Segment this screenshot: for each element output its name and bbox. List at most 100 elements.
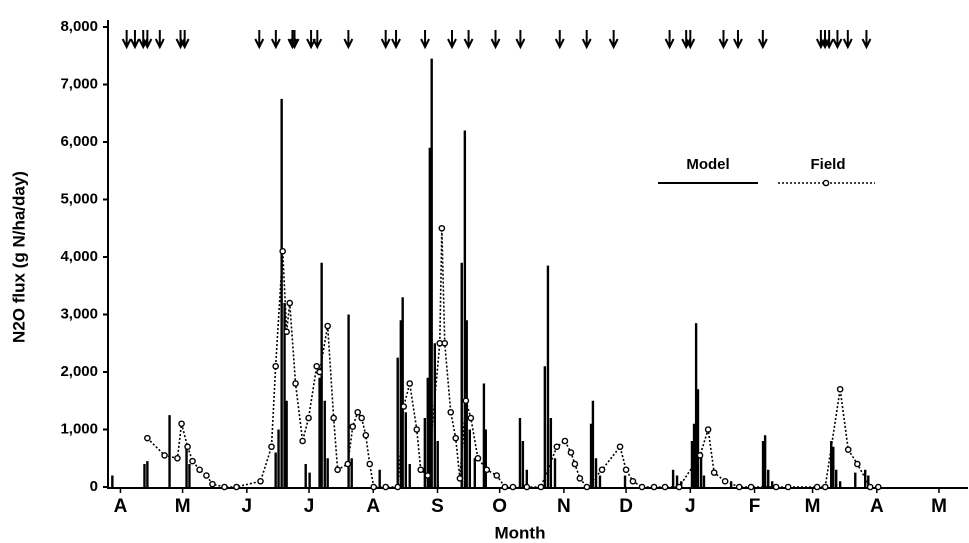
x-tick-label: D	[619, 496, 633, 517]
field-point	[174, 454, 181, 462]
legend-label: Field	[810, 156, 845, 173]
y-tick-label: 5,000	[60, 190, 98, 207]
event-arrow	[142, 30, 153, 50]
model-bar	[692, 423, 696, 487]
field-point	[661, 483, 669, 491]
model-bar	[679, 481, 683, 487]
model-bar	[521, 441, 525, 487]
field-point	[286, 299, 294, 307]
field-point	[462, 397, 470, 405]
field-point	[305, 414, 312, 422]
field-point	[316, 368, 323, 376]
field-point	[493, 472, 501, 479]
field-point	[441, 339, 449, 347]
field-point	[344, 460, 352, 468]
y-axis-title: N2O flux (g N/ha/day)	[9, 171, 28, 343]
model-bar	[188, 464, 191, 487]
model-bar	[433, 343, 436, 487]
event-arrow	[175, 30, 186, 50]
x-tick-label: A	[870, 496, 884, 517]
field-point	[366, 460, 374, 468]
field-point	[821, 483, 829, 491]
field-point	[324, 322, 331, 330]
event-arrow	[289, 30, 300, 50]
model-bar	[484, 429, 487, 487]
y-tick-label: 6,000	[60, 133, 98, 150]
y-tick-label: 7,000	[60, 75, 98, 92]
model-bar	[304, 464, 307, 487]
field-point	[583, 483, 591, 491]
model-bar	[430, 58, 433, 487]
field-point	[203, 472, 210, 479]
event-arrow	[154, 30, 165, 50]
event-arrow	[815, 30, 826, 50]
model-bar	[323, 400, 326, 487]
field-point	[354, 408, 362, 416]
field-point	[537, 483, 545, 491]
model-bar	[111, 475, 114, 487]
event-arrow	[391, 30, 401, 50]
model-bar	[546, 265, 550, 487]
model-bar	[428, 147, 432, 487]
model-bar	[591, 400, 595, 487]
model-bar	[460, 262, 463, 487]
x-tick-label: N	[557, 496, 571, 517]
event-arrow	[420, 30, 430, 50]
field-point	[417, 466, 425, 474]
field-point	[272, 362, 279, 370]
x-tick-label: A	[366, 496, 380, 517]
field-point	[257, 477, 264, 485]
event-arrow	[463, 30, 474, 50]
x-tick-label: J	[304, 496, 315, 517]
field-point	[370, 483, 377, 491]
event-arrow	[130, 30, 140, 50]
x-tick-label: S	[431, 496, 444, 517]
model-bar	[838, 481, 842, 487]
field-line	[146, 228, 879, 489]
model-bar	[699, 452, 703, 487]
model-bar	[675, 475, 679, 487]
model-bar	[549, 418, 553, 487]
legend-label: Model	[686, 156, 729, 173]
model-bar	[326, 458, 329, 487]
field-point	[452, 434, 460, 442]
field-point	[184, 443, 191, 451]
model-bar	[761, 441, 765, 487]
model-bar	[598, 475, 602, 487]
y-tick-label: 4,000	[60, 248, 98, 265]
event-arrow	[581, 30, 592, 50]
model-bar	[378, 469, 381, 487]
model-bar	[146, 461, 149, 487]
x-tick-label: J	[242, 496, 253, 517]
event-arrow	[718, 30, 729, 50]
field-point	[836, 385, 844, 393]
event-arrow	[824, 30, 835, 50]
field-point	[161, 452, 168, 459]
field-point	[424, 472, 432, 479]
event-arrow	[121, 30, 132, 50]
model-bar	[671, 469, 675, 487]
event-arrow	[270, 30, 281, 50]
event-arrow	[842, 30, 853, 50]
field-point	[813, 483, 821, 491]
x-tick-label: M	[175, 496, 191, 517]
field-point	[704, 426, 712, 433]
event-arrow	[179, 30, 190, 50]
event-arrow	[832, 30, 843, 50]
event-arrow	[685, 30, 696, 50]
x-tick-label: F	[749, 496, 761, 517]
field-point	[523, 483, 531, 491]
model-bar	[589, 423, 593, 487]
model-bar	[543, 366, 547, 487]
model-bar	[835, 469, 838, 487]
model-bar	[473, 458, 476, 487]
event-arrow	[490, 30, 501, 50]
field-point	[209, 480, 216, 488]
event-arrow	[515, 30, 526, 50]
model-bar	[396, 357, 399, 487]
event-arrow	[138, 30, 149, 50]
x-axis-title: Month	[495, 523, 546, 542]
model-bar	[867, 475, 870, 487]
